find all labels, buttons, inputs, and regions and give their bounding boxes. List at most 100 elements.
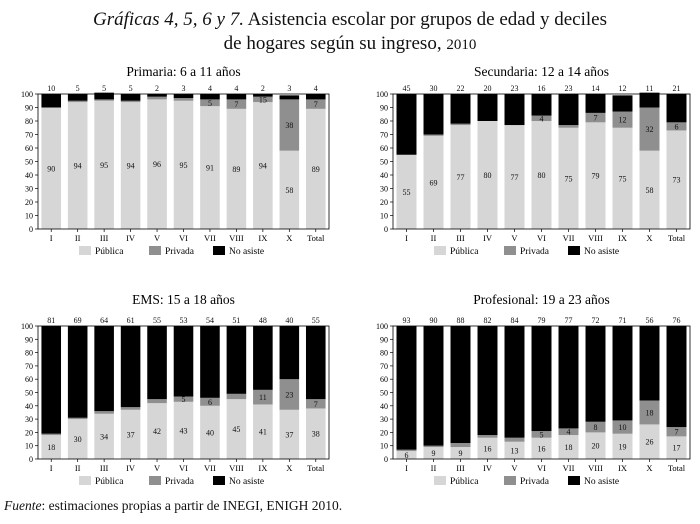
bar-no-asiste [279,326,300,380]
data-label-publica: 18 [565,443,573,452]
y-tick-label: 60 [380,144,388,153]
bar-privada [504,437,525,442]
bar-privada [67,417,88,420]
bar-publica [477,437,498,459]
bar-publica [612,433,633,459]
y-tick-label: 20 [380,428,388,437]
data-label-no-asiste: 48 [259,316,267,325]
data-label-privada: 7 [234,100,238,109]
data-label-no-asiste: 64 [100,316,108,325]
chart-ems: EMS: 15 a 18 años 0 10 20 30 40 50 60 70 80 90 100 1… [21,292,330,487]
bar-publica [585,432,606,459]
bar-publica [639,150,660,229]
x-tick-label: VIII [588,233,603,243]
data-label-privada: 32 [646,125,654,134]
bar-publica [200,106,220,229]
bar-publica [226,108,247,229]
bar-no-asiste [147,326,167,400]
x-tick-label: I [405,233,408,243]
data-label-publica: 90 [47,164,55,173]
data-label-no-asiste: 71 [619,316,627,325]
bar-privada [226,99,247,109]
data-label-no-asiste: 5 [76,84,80,93]
bar-privada [305,99,326,109]
data-label-privada: 15 [259,95,267,104]
bar-publica [531,121,552,229]
y-tick-label: 10 [25,212,33,221]
data-label-no-asiste: 14 [592,84,600,93]
x-tick-label: II [75,233,81,243]
x-tick-label: IV [126,233,136,243]
bar-no-asiste [396,326,417,450]
data-label-publica: 58 [646,186,654,195]
data-label-publica: 95 [100,161,108,170]
legend-publica: Pública [79,246,124,257]
data-label-no-asiste: 16 [538,84,546,93]
x-tick-label: II [431,463,437,473]
data-label-publica: 73 [673,176,681,185]
plot-frame [37,93,330,230]
y-tick-label: 60 [25,144,33,153]
bar-privada [423,134,444,136]
legend-label: Pública [95,477,124,487]
x-tick-label: VI [179,233,188,243]
data-label-no-asiste: 56 [646,316,654,325]
bar-privada [120,407,141,410]
bar-publica [173,401,194,459]
data-label-privada: 5 [208,99,212,108]
bar-publica [279,409,300,459]
bar-no-asiste [120,94,141,101]
y-tick-label: 70 [380,131,388,140]
bar-no-asiste [585,326,606,422]
legend-publica: Pública [434,246,479,257]
x-tick-label: V [511,463,518,473]
y-tick-label: 50 [380,389,388,398]
data-label-no-asiste: 72 [592,316,600,325]
y-tick-label: 0 [29,455,33,464]
legend-label: No asiste [229,477,264,487]
data-label-publica: 37 [127,430,135,439]
x-tick-label: Total [668,233,686,243]
bar-privada [531,115,552,121]
y-tick-label: 100 [376,322,388,331]
x-tick-label: I [50,463,53,473]
data-label-publica: 9 [432,449,436,458]
data-label-privada: 23 [285,390,293,399]
bar-no-asiste [226,94,247,100]
x-tick-label: VII [204,233,216,243]
data-label-no-asiste: 22 [457,84,465,93]
chart-title: Primaria: 6 a 11 años [126,64,240,79]
bar-no-asiste [639,326,660,401]
bar-no-asiste [279,95,300,100]
bar-privada [639,400,660,425]
x-tick-label: III [100,463,109,473]
bar-privada [253,389,273,405]
data-label-no-asiste: 11 [646,84,654,93]
title-figure-number: Gráficas 4, 5, 6 y 7. [93,9,244,30]
legend-privada: Privada [504,476,550,487]
data-label-no-asiste: 23 [511,84,519,93]
x-tick-label: IV [483,463,493,473]
x-tick-label: VII [563,463,575,473]
data-label-publica: 89 [312,165,320,174]
data-label-no-asiste: 3 [287,84,291,93]
chart-title: EMS: 15 a 18 años [132,292,235,307]
title-text-1: Asistencia escolar por grupos de edad y … [243,9,607,30]
y-tick-label: 90 [25,104,33,113]
bar-no-asiste [226,326,247,394]
data-label-publica: 69 [430,178,438,187]
title-text-2: de hogares según su ingreso, [223,33,447,54]
data-label-privada: 18 [646,408,654,417]
data-label-publica: 75 [619,174,627,183]
x-tick-label: X [646,233,652,243]
y-tick-label: 90 [380,335,388,344]
data-label-privada: 7 [314,100,318,109]
data-label-no-asiste: 90 [430,316,438,325]
bar-publica [147,99,167,230]
bar-privada [120,100,141,103]
data-label-no-asiste: 93 [403,316,411,325]
bar-publica [120,102,141,229]
data-label-no-asiste: 2 [155,84,159,93]
data-label-publica: 94 [74,162,82,171]
bar-publica [396,451,417,459]
